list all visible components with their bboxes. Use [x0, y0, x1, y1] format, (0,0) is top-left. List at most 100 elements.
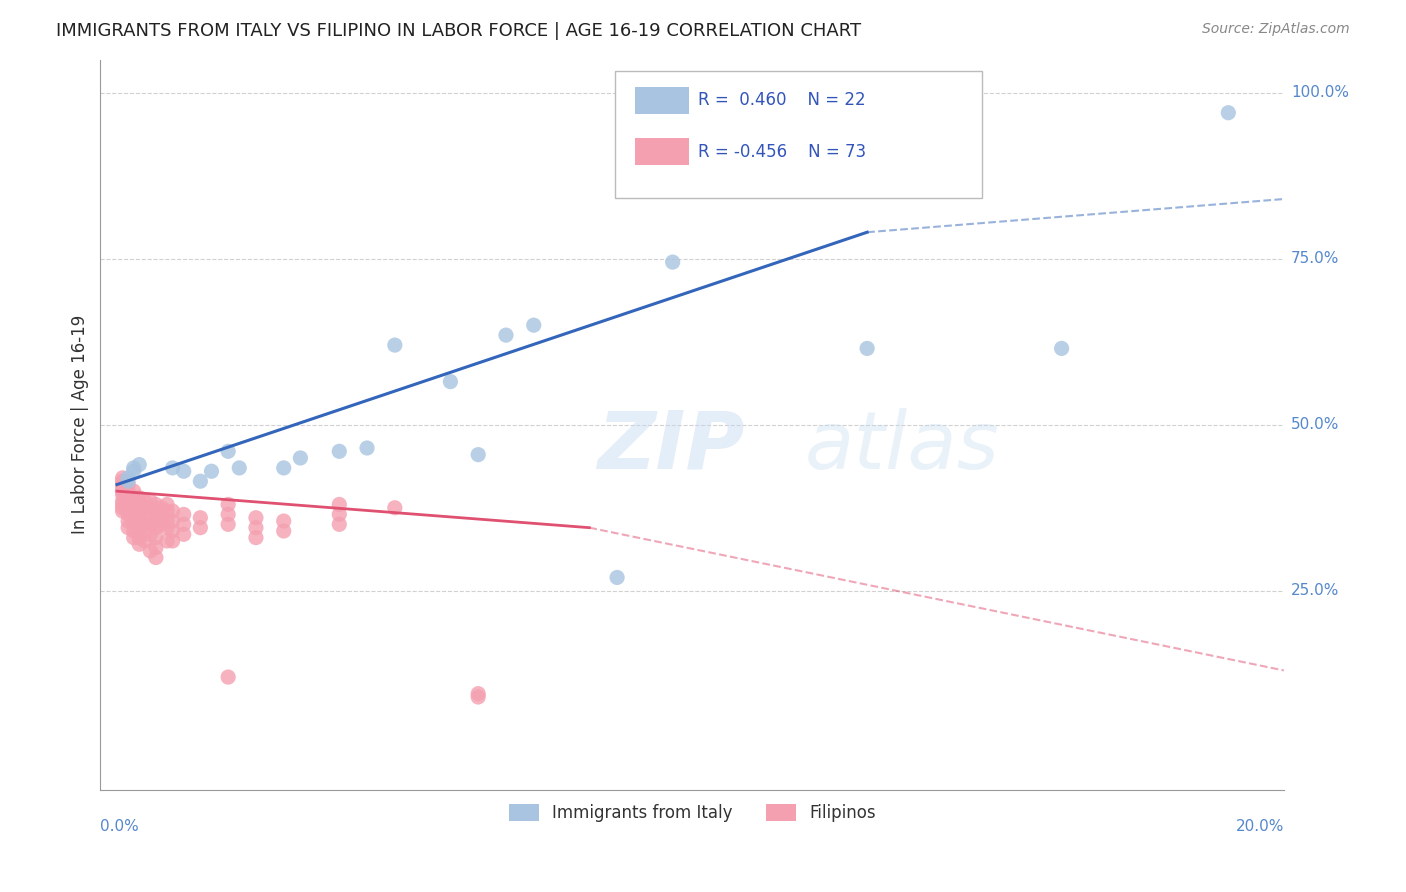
Point — [122, 491, 145, 505]
Text: 0.0%: 0.0% — [100, 819, 139, 834]
Point — [156, 521, 179, 535]
Text: 20.0%: 20.0% — [1236, 819, 1284, 834]
Text: 50.0%: 50.0% — [1291, 417, 1339, 433]
Point — [122, 504, 145, 518]
Point — [128, 514, 150, 528]
Point — [200, 464, 222, 478]
Point — [162, 514, 184, 528]
Point — [856, 342, 879, 356]
Point — [134, 500, 156, 515]
Point — [134, 510, 156, 524]
Point — [273, 524, 295, 538]
Point — [117, 508, 139, 522]
Point — [384, 338, 406, 352]
Point — [117, 521, 139, 535]
Point — [467, 448, 489, 462]
Point — [290, 450, 312, 465]
Point — [128, 521, 150, 535]
Point — [139, 544, 162, 558]
FancyBboxPatch shape — [616, 70, 981, 198]
Point — [162, 524, 184, 538]
Point — [134, 533, 156, 548]
Point — [217, 508, 239, 522]
Point — [117, 484, 139, 499]
Text: R =  0.460    N = 22: R = 0.460 N = 22 — [697, 92, 866, 110]
Point — [122, 464, 145, 478]
Point — [111, 474, 134, 488]
Text: IMMIGRANTS FROM ITALY VS FILIPINO IN LABOR FORCE | AGE 16-19 CORRELATION CHART: IMMIGRANTS FROM ITALY VS FILIPINO IN LAB… — [56, 22, 862, 40]
Text: ZIP: ZIP — [598, 408, 745, 485]
Point — [134, 494, 156, 508]
Point — [156, 504, 179, 518]
Point — [217, 444, 239, 458]
Point — [122, 498, 145, 512]
Point — [111, 494, 134, 508]
Point — [190, 521, 212, 535]
Point — [173, 527, 195, 541]
Point — [495, 328, 517, 343]
Point — [467, 687, 489, 701]
Point — [122, 524, 145, 538]
Point — [173, 517, 195, 532]
Point — [384, 500, 406, 515]
Legend: Immigrants from Italy, Filipinos: Immigrants from Italy, Filipinos — [502, 797, 883, 829]
Point — [128, 458, 150, 472]
Point — [128, 498, 150, 512]
Point — [173, 508, 195, 522]
Point — [245, 521, 267, 535]
Point — [128, 537, 150, 551]
Point — [117, 471, 139, 485]
Point — [128, 504, 150, 518]
Point — [245, 510, 267, 524]
Point — [111, 477, 134, 491]
Point — [217, 498, 239, 512]
Point — [173, 464, 195, 478]
Point — [111, 504, 134, 518]
Text: 100.0%: 100.0% — [1291, 86, 1348, 100]
Point — [156, 514, 179, 528]
Point — [606, 570, 628, 584]
Point — [111, 500, 134, 515]
Point — [122, 517, 145, 532]
Point — [661, 255, 683, 269]
Point — [111, 481, 134, 495]
Point — [228, 461, 250, 475]
Point — [128, 491, 150, 505]
Point — [117, 500, 139, 515]
Point — [328, 444, 350, 458]
Point — [145, 498, 167, 512]
Bar — [636, 137, 689, 166]
Point — [122, 484, 145, 499]
Text: 25.0%: 25.0% — [1291, 583, 1339, 599]
Point — [190, 474, 212, 488]
Text: atlas: atlas — [804, 408, 1000, 485]
Point — [128, 531, 150, 545]
Point — [145, 521, 167, 535]
Point — [145, 531, 167, 545]
Point — [134, 524, 156, 538]
Point — [162, 533, 184, 548]
Text: R = -0.456    N = 73: R = -0.456 N = 73 — [697, 143, 866, 161]
Point — [328, 498, 350, 512]
Point — [117, 514, 139, 528]
Point — [117, 477, 139, 491]
Point — [139, 517, 162, 532]
Point — [156, 533, 179, 548]
Point — [139, 510, 162, 524]
Point — [162, 461, 184, 475]
Point — [467, 690, 489, 704]
Text: 75.0%: 75.0% — [1291, 252, 1339, 267]
Point — [134, 517, 156, 532]
Point — [328, 517, 350, 532]
Point — [111, 484, 134, 499]
Point — [117, 494, 139, 508]
Point — [273, 514, 295, 528]
Point — [139, 527, 162, 541]
Point — [145, 504, 167, 518]
Point — [217, 517, 239, 532]
Point — [439, 375, 461, 389]
Point — [145, 541, 167, 555]
Point — [150, 508, 173, 522]
Point — [156, 498, 179, 512]
Point — [1050, 342, 1073, 356]
